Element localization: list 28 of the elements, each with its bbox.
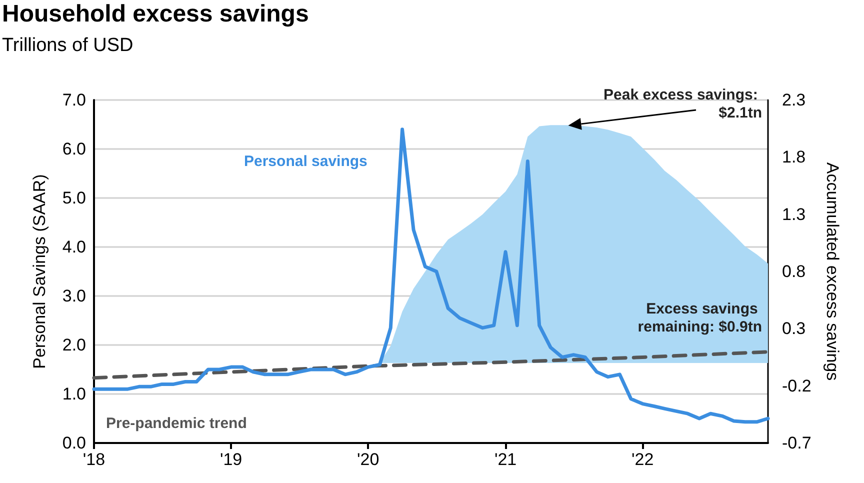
annotation: Excess savings remaining: $0.9tn bbox=[638, 300, 762, 336]
y2-tick-label: -0.2 bbox=[782, 376, 812, 396]
y2-tick-label: 1.8 bbox=[782, 148, 806, 167]
y-tick-label: 0.0 bbox=[62, 434, 86, 452]
x-tick-label: '19 bbox=[220, 450, 242, 469]
y2-axis-title: Accumulated excess savings bbox=[823, 162, 842, 381]
text: Personal savings bbox=[244, 153, 368, 170]
y-tick-label: 1.0 bbox=[62, 384, 86, 404]
y-tick-label: 7.0 bbox=[62, 90, 86, 110]
chart-subtitle: Trillions of USD bbox=[2, 35, 134, 56]
x-tick-label: '20 bbox=[357, 450, 380, 469]
y2-tick-label: 1.3 bbox=[782, 204, 806, 224]
y2-tick-label: -0.7 bbox=[782, 434, 812, 452]
y-tick-label: 5.0 bbox=[62, 188, 86, 208]
y2-tick-label: 0.8 bbox=[782, 262, 806, 281]
y-tick-label: 3.0 bbox=[62, 286, 86, 306]
y-tick-label: 2.0 bbox=[62, 336, 86, 354]
y-tick-label: 4.0 bbox=[62, 238, 86, 256]
y2-tick-label: 2.3 bbox=[782, 90, 806, 110]
x-tick-label: '22 bbox=[632, 450, 654, 469]
chart-title: Household excess savings bbox=[2, 0, 309, 28]
x-tick-label: '21 bbox=[494, 450, 517, 469]
y-tick-label: 6.0 bbox=[62, 140, 86, 158]
annotation: Peak excess savings: $2.1tn bbox=[604, 86, 762, 122]
y2-tick-label: 0.3 bbox=[782, 319, 806, 338]
x-tick-label: '18 bbox=[82, 450, 106, 469]
text: Pre-pandemic trend bbox=[106, 414, 247, 432]
y-axis-title: Personal Savings (SAAR) bbox=[30, 174, 49, 369]
